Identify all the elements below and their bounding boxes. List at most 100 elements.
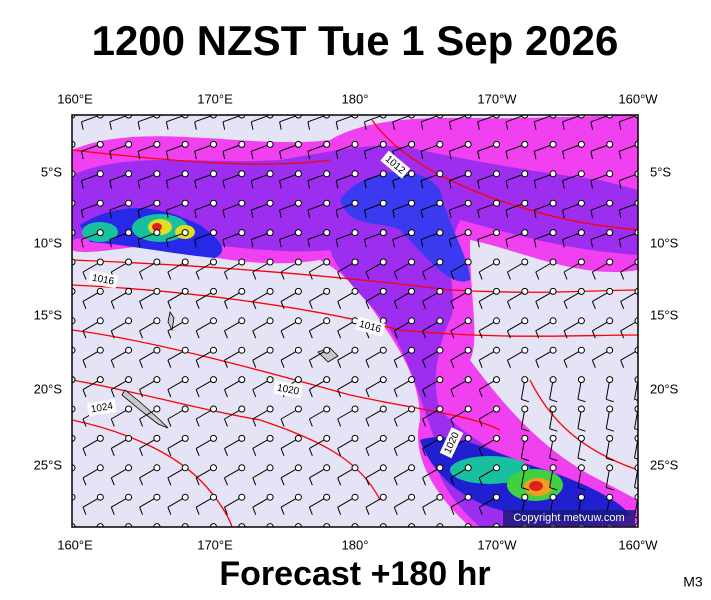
barb-station (408, 405, 416, 413)
barb-station (181, 229, 189, 237)
barb-feather (618, 180, 622, 189)
barb-station (323, 170, 331, 178)
barb-station (238, 493, 246, 501)
barb-feather (451, 537, 454, 544)
barb-feather (365, 360, 370, 368)
lat-label: 20°S (34, 381, 63, 396)
barb-feather (478, 507, 483, 515)
barb-station (210, 346, 217, 354)
barb-station (96, 199, 104, 207)
lat-label: 10°S (34, 235, 63, 250)
barb-station (577, 405, 585, 413)
lon-label: 160°E (57, 537, 93, 552)
barb-shaft (211, 526, 214, 527)
barb-feather (139, 448, 144, 457)
barb-station (606, 229, 614, 237)
isobar-label-box (380, 150, 411, 179)
barb-station (351, 493, 359, 501)
barb-station (125, 258, 133, 266)
barb-shaft (72, 262, 73, 263)
barb-feather (195, 477, 200, 486)
barb-feather (280, 301, 285, 310)
barb-feather (280, 448, 285, 457)
barb-feather (167, 389, 172, 398)
barb-station (379, 199, 387, 207)
barb-station (323, 493, 331, 501)
barb-station (294, 170, 302, 178)
barb-station (408, 229, 416, 237)
barb-feather (250, 151, 254, 160)
barb-feather (478, 360, 483, 368)
barb-station (464, 346, 472, 354)
barb-station (181, 170, 189, 178)
barb-shaft (240, 526, 243, 527)
barb-station (549, 376, 557, 384)
barb-station (238, 140, 246, 148)
barb-feather (364, 121, 367, 130)
barb-station (238, 199, 246, 207)
barb-feather (335, 209, 339, 218)
barb-shaft (494, 526, 497, 527)
barb-feather (620, 301, 625, 310)
barb-feather (365, 507, 370, 515)
barb-station (436, 464, 444, 472)
barb-station (294, 199, 302, 207)
barb-station (351, 376, 359, 384)
barb-feather (591, 271, 596, 280)
barb-feather (448, 209, 452, 218)
barb-station (577, 434, 585, 442)
barb-feather (591, 330, 596, 339)
barb-feather (535, 330, 540, 339)
barb-feather (563, 271, 568, 280)
barb-station (323, 199, 331, 207)
barb-station (436, 317, 444, 325)
barb-feather (365, 301, 370, 310)
barb-station (493, 317, 500, 325)
barb-station (294, 287, 302, 295)
barb-station (210, 405, 217, 413)
barb-feather (577, 398, 586, 403)
forecast: Forecast +180 hr (219, 555, 490, 593)
isobar-label: 1016 (88, 270, 119, 289)
barb-feather (224, 477, 228, 486)
barb-feather (109, 151, 112, 160)
barb-feather (478, 418, 483, 427)
barb-feather (450, 507, 455, 515)
barb-station (493, 229, 500, 237)
barb-feather (450, 301, 455, 310)
barb-shaft (72, 526, 73, 527)
barb-station (210, 493, 217, 501)
lon-label: 180° (342, 537, 369, 552)
barb-station (606, 317, 614, 325)
isobar-label-text: 1016 (91, 273, 115, 288)
barb-feather (521, 428, 530, 432)
barb-feather (139, 301, 144, 310)
barb-station (266, 199, 274, 207)
barb-station (464, 140, 472, 148)
barb-station (521, 493, 529, 501)
barb-feather (620, 330, 625, 339)
lat-label: 25°S (650, 457, 679, 472)
barb-station (266, 229, 274, 237)
barb-feather (590, 209, 594, 218)
barb-feather (392, 121, 395, 130)
barb-station (210, 258, 217, 266)
barb-station (606, 258, 614, 266)
barb-feather (222, 239, 226, 248)
barb-feather (335, 151, 339, 160)
barb-feather (477, 180, 480, 189)
barb-feather (477, 121, 480, 130)
barb-station (436, 258, 444, 266)
barb-feather (392, 180, 395, 189)
barb-station (210, 287, 217, 295)
barb-feather (55, 331, 58, 338)
barb-station (125, 434, 133, 442)
barb-station (464, 317, 472, 325)
barb-feather (478, 330, 483, 339)
barb-feather (308, 389, 313, 398)
barb-feather (422, 271, 427, 280)
barb-station (153, 287, 161, 295)
barb-feather (139, 477, 144, 486)
barb-station (351, 140, 359, 148)
